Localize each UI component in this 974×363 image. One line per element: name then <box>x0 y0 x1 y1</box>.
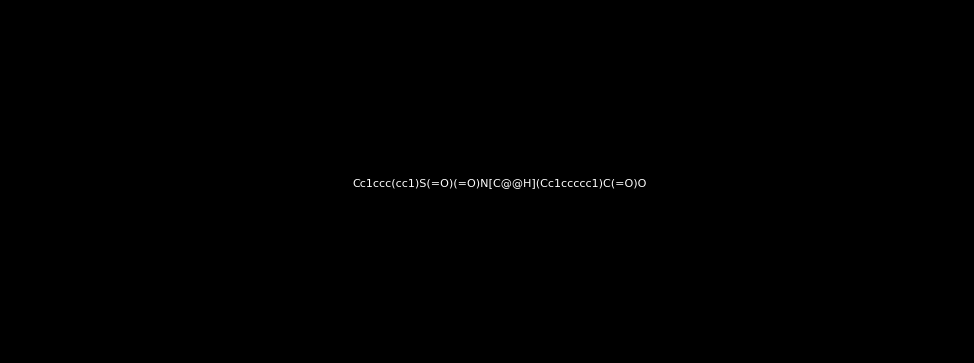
Text: Cc1ccc(cc1)S(=O)(=O)N[C@@H](Cc1ccccc1)C(=O)O: Cc1ccc(cc1)S(=O)(=O)N[C@@H](Cc1ccccc1)C(… <box>352 178 647 188</box>
